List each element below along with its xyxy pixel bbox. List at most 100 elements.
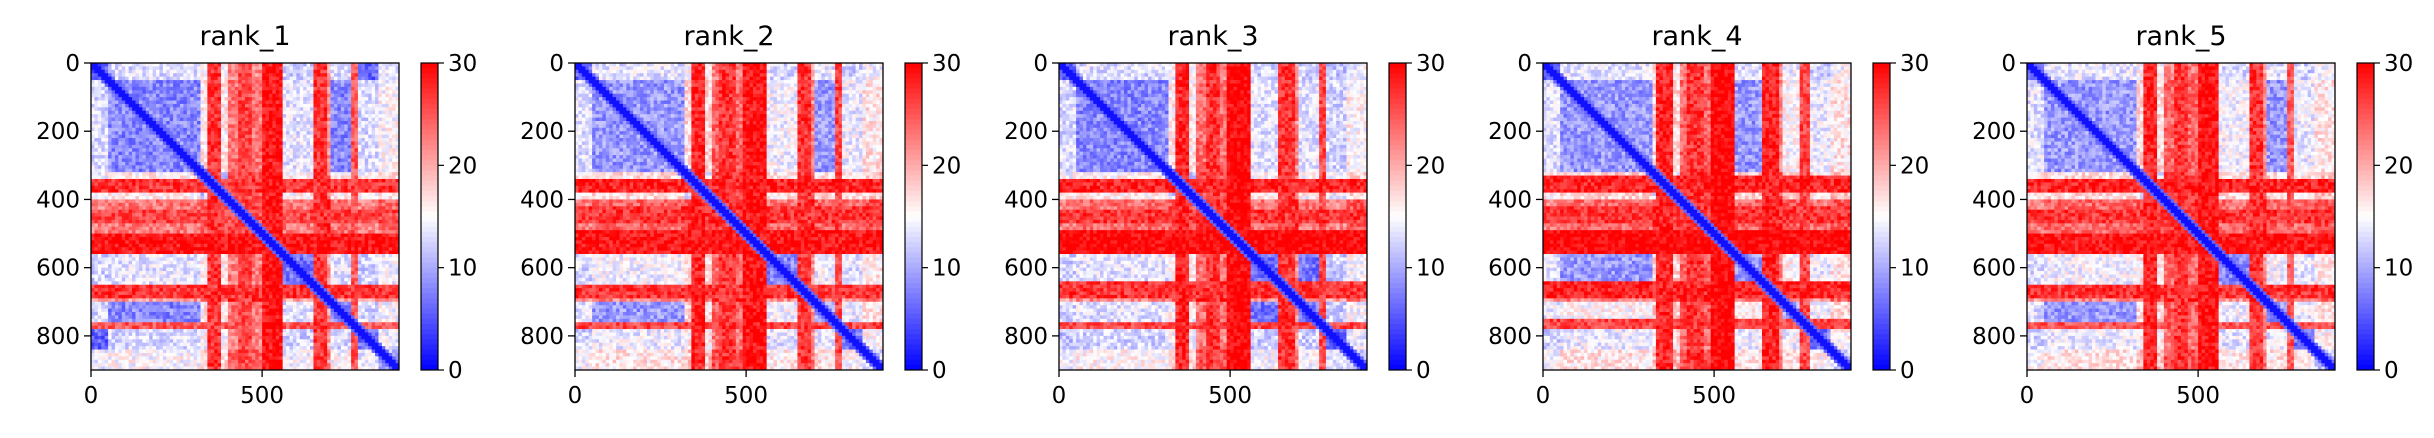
heatmap-cell [214,185,218,190]
heatmap-cell [275,107,280,112]
heatmap-cell [214,151,218,156]
heatmap-cell [142,178,147,183]
heatmap-cell [159,243,164,248]
heatmap-cell [337,76,342,81]
heatmap-cell [368,155,372,159]
heatmap-cell [169,206,174,211]
heatmap-cell [118,97,123,101]
heatmap-cell [303,247,307,251]
heatmap-cell [91,110,95,115]
heatmap-cell [272,182,277,187]
heatmap-cell [132,144,136,149]
heatmap-cell [197,250,201,255]
heatmap-cell [138,168,143,173]
heatmap-cell [156,144,160,149]
heatmap-cell [210,103,215,108]
heatmap-cell [183,206,188,211]
heatmap-cell [121,199,126,204]
heatmap-cell [344,83,349,88]
heatmap-cell [265,168,270,173]
heatmap-cell [138,134,143,139]
heatmap-cell [337,168,342,173]
heatmap-cell [114,80,119,84]
heatmap-cell [282,206,287,211]
heatmap-cell [351,93,355,98]
heatmap-cell [279,202,283,207]
heatmap-cell [166,76,171,81]
heatmap-cell [313,144,318,149]
heatmap-cell [306,66,311,71]
heatmap-cell [292,114,297,118]
heatmap-cell [238,66,242,71]
heatmap-cell [289,196,294,200]
heatmap-cell [193,73,198,77]
heatmap-cell [361,219,366,224]
heatmap-cell [114,66,119,71]
heatmap-cell [245,73,249,77]
heatmap-cell [275,178,280,183]
heatmap-cell [207,151,212,156]
heatmap-cell [333,236,338,241]
heatmap-cell [357,151,362,156]
heatmap-cell [114,63,119,67]
heatmap-cell [282,90,287,95]
heatmap-cell [275,100,280,105]
heatmap-cell [347,161,352,166]
heatmap-cell [268,100,273,105]
heatmap-cell [227,247,232,251]
heatmap-cell [221,247,225,251]
heatmap-cell [255,93,260,98]
heatmap-cell [169,73,174,77]
heatmap-cell [381,226,386,231]
heatmap-cell [162,219,167,224]
heatmap-cell [272,131,277,135]
heatmap-cell [282,213,287,217]
heatmap-cell [207,66,212,71]
heatmap-cell [320,131,325,135]
heatmap-cell [316,97,321,101]
heatmap-cell [251,196,256,200]
heatmap-cell [125,216,129,221]
heatmap-cell [166,131,171,135]
heatmap-cell [111,226,116,231]
heatmap-cell [395,151,400,156]
heatmap-cell [385,243,390,248]
heatmap-cell [190,114,195,118]
heatmap-cell [371,107,376,112]
heatmap-cell [159,192,164,197]
heatmap-cell [125,192,129,197]
heatmap-cell [347,83,352,88]
heatmap-cell [313,155,318,159]
heatmap-cell [214,66,218,71]
heatmap-cell [371,240,376,245]
heatmap-cell [395,158,400,163]
heatmap-cell [347,120,352,125]
heatmap-cell [292,192,297,197]
heatmap-cell [357,209,362,214]
heatmap-cell [193,93,198,98]
heatmap-cell [91,97,95,101]
heatmap-cell [265,86,270,91]
heatmap-cell [354,63,359,67]
heatmap-cell [340,69,345,74]
heatmap-cell [217,185,222,190]
heatmap-cell [238,73,242,77]
heatmap-cell [282,110,287,115]
heatmap-cell [306,165,311,170]
heatmap-cell [108,83,112,88]
heatmap-cell [156,83,160,88]
heatmap-cell [91,172,95,176]
heatmap-cell [282,199,287,204]
heatmap-cell [128,151,133,156]
heatmap-cell [347,117,352,122]
heatmap-cell [347,172,352,176]
heatmap-cell [310,103,314,108]
heatmap-cell [258,148,263,153]
heatmap-cell [203,219,208,224]
heatmap-cell [193,63,198,67]
heatmap-cell [262,213,266,217]
heatmap-cell [135,240,140,245]
heatmap-cell [330,226,335,231]
heatmap-cell [118,168,123,173]
heatmap-cell [179,165,184,170]
